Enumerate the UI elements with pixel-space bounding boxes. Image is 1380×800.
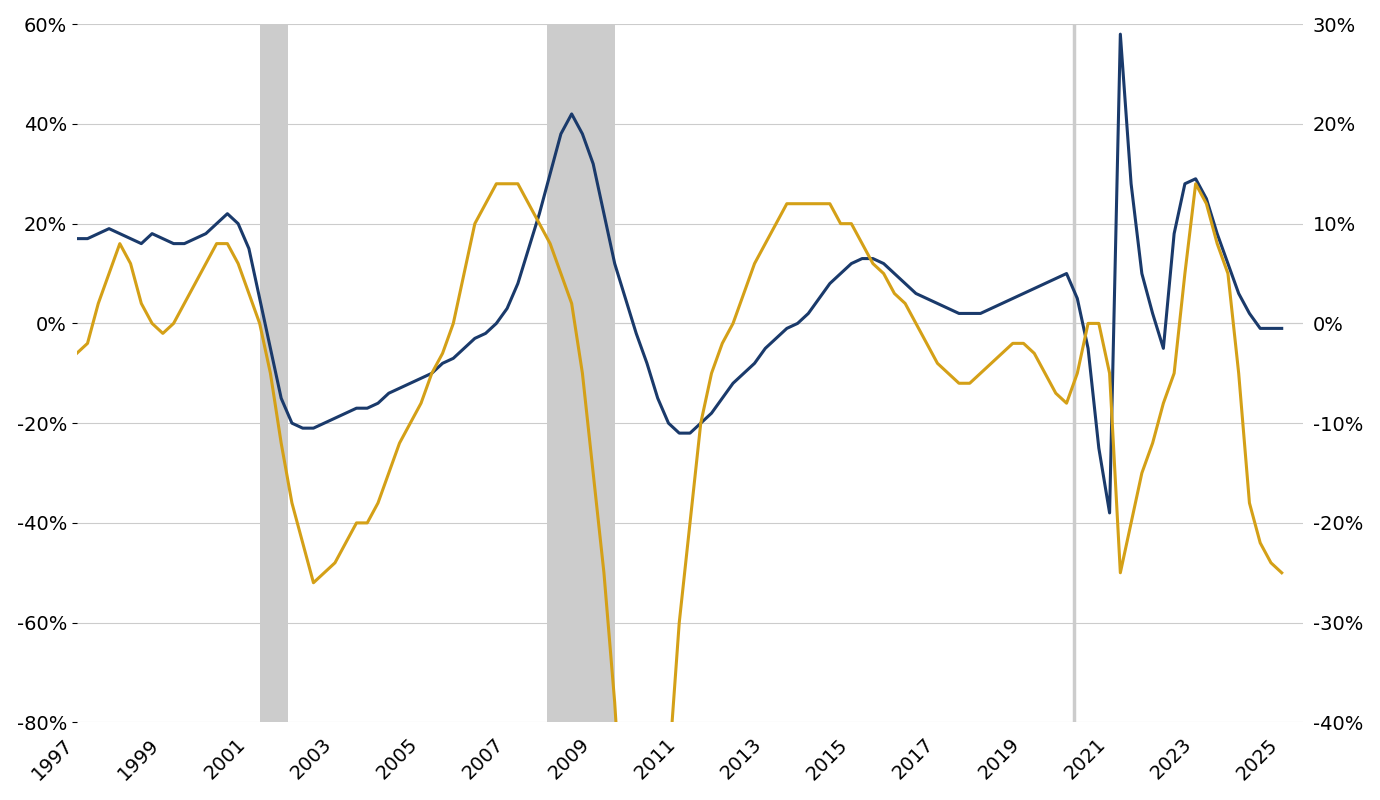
Bar: [259, 24, 288, 722]
Bar: [546, 24, 614, 722]
